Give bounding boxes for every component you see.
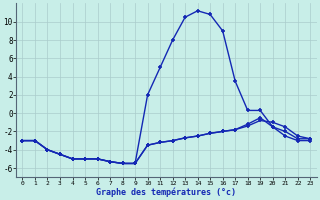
X-axis label: Graphe des températures (°c): Graphe des températures (°c) [96, 187, 236, 197]
